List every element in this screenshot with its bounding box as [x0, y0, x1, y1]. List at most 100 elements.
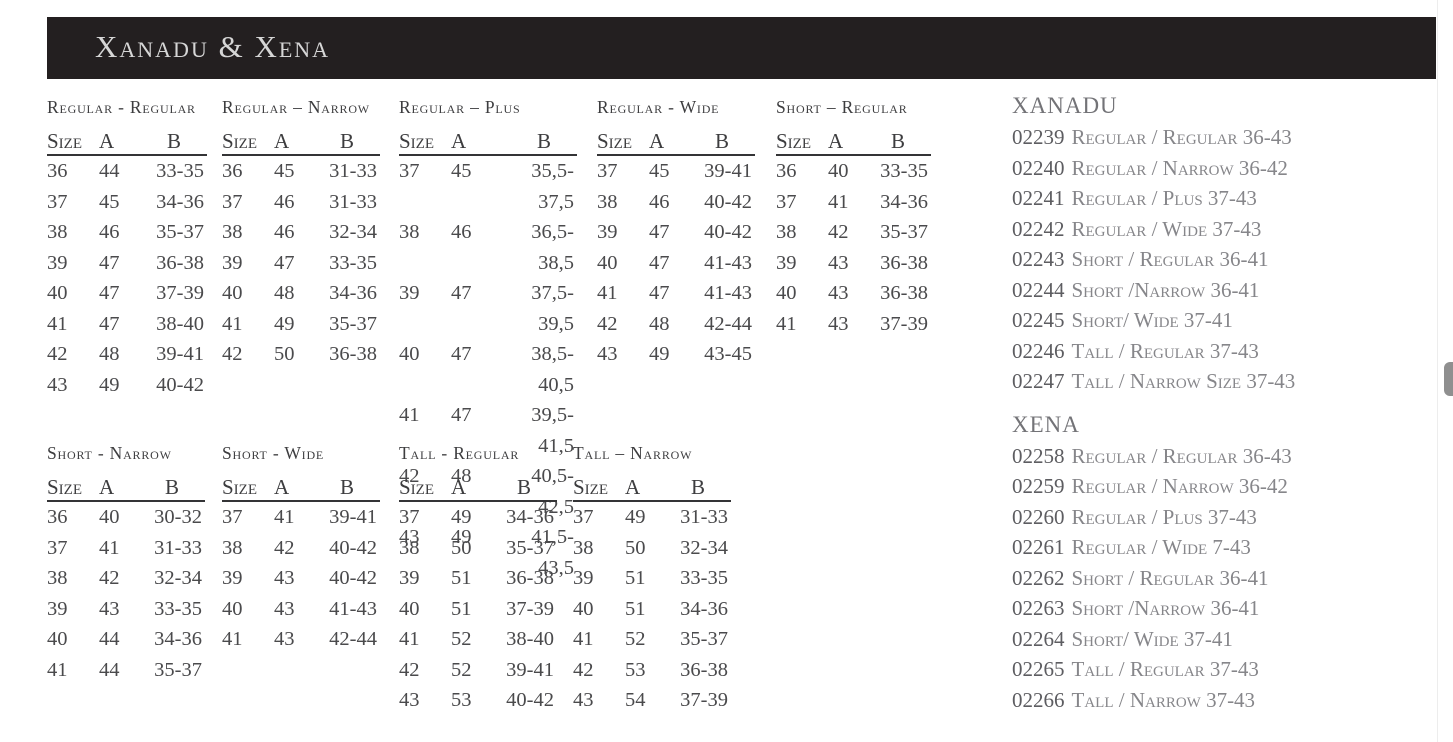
product-line-heading: XENA: [1012, 411, 1080, 437]
size-value: 41: [573, 628, 594, 650]
b-value: 35-37: [329, 312, 377, 335]
a-value: 41: [99, 536, 120, 559]
a-value: 44: [99, 628, 120, 650]
a-value: 45: [99, 190, 120, 213]
size-value: 37: [399, 506, 420, 528]
table-row: 38 50 35-37: [399, 533, 557, 564]
table-header-row: Size A B: [573, 476, 731, 502]
size-value: 39: [573, 567, 594, 589]
table-row: 43 54 37-39: [573, 685, 731, 716]
size-value: 41: [597, 282, 618, 304]
size-value: 38: [573, 536, 594, 559]
product-description: Regular / Wide 37-43: [1071, 216, 1262, 241]
size-value: 41: [222, 628, 243, 650]
column-header-b: B: [714, 129, 729, 153]
size-value: 41: [399, 628, 420, 650]
product-code: 02259: [1012, 474, 1065, 498]
table-row: 38 50 32-34: [573, 533, 731, 564]
table-row: 38 42 40-42: [222, 533, 380, 564]
size-value: 40: [222, 597, 243, 620]
product-code: 02260: [1012, 504, 1065, 529]
page-header-banner: Xanadu & Xena: [47, 17, 1436, 79]
b-value: 34-36: [156, 190, 204, 213]
product-description: Regular / Regular 36-43: [1071, 125, 1292, 149]
scrollbar-thumb[interactable]: [1444, 362, 1453, 396]
table-row: 37 41 31-33: [47, 533, 205, 564]
table-row: 41 43 37-39: [776, 309, 931, 340]
table-title: Regular - Wide: [597, 97, 720, 117]
column-header-a: A: [274, 475, 290, 499]
b-value: 36-38: [680, 658, 728, 681]
size-value: 40: [47, 282, 68, 304]
a-value: 47: [274, 251, 295, 274]
size-value: 43: [597, 343, 618, 365]
table-row: 39 51 33-35: [573, 563, 731, 594]
a-value: 51: [451, 597, 472, 620]
b-value: 31-33: [154, 536, 202, 559]
b-value: 35-37: [154, 658, 202, 681]
column-header-b: B: [339, 475, 354, 499]
b-value: 34-36: [680, 597, 728, 620]
a-value: 52: [451, 658, 472, 681]
size-value: 39: [47, 597, 68, 620]
a-value: 46: [451, 221, 472, 243]
a-value: 47: [99, 312, 120, 335]
table-row: 38 42 32-34: [47, 563, 205, 594]
b-value: 35-37: [156, 221, 204, 243]
a-value: 42: [274, 536, 295, 559]
b-value: 37-39: [156, 282, 204, 304]
size-value: 38: [222, 221, 243, 243]
a-value: 53: [451, 689, 472, 711]
size-value: 37: [776, 190, 797, 213]
table-header-row: Size A B: [47, 476, 205, 502]
b-value: 36-38: [506, 567, 554, 589]
size-value: 37: [399, 160, 420, 182]
size-value: 39: [776, 251, 797, 274]
size-value: 43: [47, 373, 68, 396]
a-value: 49: [99, 373, 120, 396]
size-value: 38: [776, 221, 797, 243]
table-row: 41 43 42-44: [222, 624, 380, 655]
product-description: Regular / Wide 7-43: [1071, 535, 1251, 559]
a-value: 49: [625, 506, 646, 528]
b-value: 33-35: [154, 597, 202, 620]
b-value: 34-36: [880, 190, 928, 213]
b-value: 38-40: [156, 312, 204, 335]
table-row: 38 42 35-37: [776, 217, 931, 248]
table-header-row: Size A B: [776, 130, 931, 156]
table-row: 42 48 42-44: [597, 309, 755, 340]
size-value: 38: [597, 190, 618, 213]
product-description: Regular / Plus 37-43: [1071, 186, 1257, 210]
a-value: 43: [828, 312, 849, 335]
size-value: 39: [222, 567, 243, 589]
a-value: 46: [274, 190, 295, 213]
product-item: 02243 Short / Regular 36-41: [1012, 244, 1432, 275]
b-value: 35-37: [680, 628, 728, 650]
table-row: 40 48 34-36: [222, 278, 380, 309]
table-row: 41 52 35-37: [573, 624, 731, 655]
table-row: 42 50 36-38: [222, 339, 380, 370]
product-code: 02264: [1012, 626, 1065, 651]
a-value: 43: [274, 597, 295, 620]
table-row: 42 53 36-38: [573, 655, 731, 686]
column-header-b: B: [890, 129, 905, 153]
table-title: Regular - Regular: [47, 97, 196, 117]
b-value: 41-43: [704, 282, 752, 304]
a-value: 49: [451, 526, 472, 548]
b-value: 41-43: [704, 251, 752, 274]
size-value: 42: [399, 658, 420, 681]
size-value: 42: [597, 312, 618, 335]
a-value: 48: [274, 282, 295, 304]
b-value: 36,5-38,5: [531, 221, 574, 274]
product-section-xanadu: XANADU 02239 Regular / Regular 36-43 02240 R…: [1012, 90, 1432, 397]
product-item: 02259 Regular / Narrow 36-42: [1012, 471, 1432, 502]
size-value: 39: [222, 251, 243, 274]
a-value: 45: [451, 160, 472, 182]
b-value: 38,5-40,5: [531, 343, 574, 396]
product-description: Short/ Wide 37-41: [1071, 626, 1233, 651]
b-value: 35-37: [880, 221, 928, 243]
table-row: 41 47 38-40: [47, 309, 207, 340]
size-table-regular-narrow: Regular – Narrow Size A B 36 45 31-33 37 46 31-33…: [222, 97, 380, 370]
product-code: 02246: [1012, 338, 1065, 363]
b-value: 39-41: [506, 658, 554, 681]
